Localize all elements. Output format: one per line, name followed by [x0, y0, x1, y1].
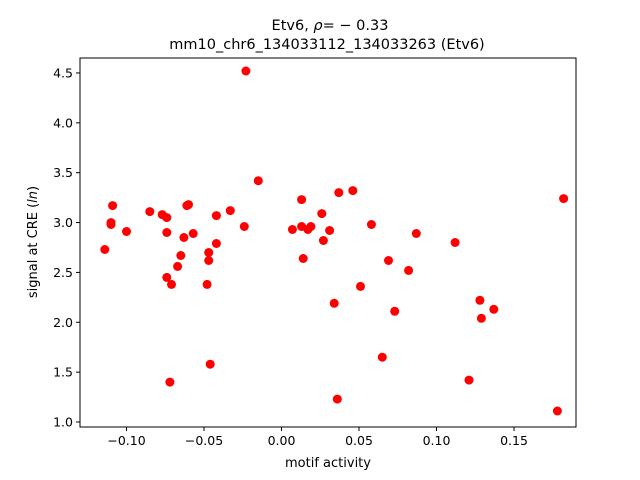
data-point-20 [204, 256, 214, 265]
y-tick-label: 1.0 [53, 415, 73, 430]
y-axis-label: signal at CRE (ln) [26, 186, 41, 298]
data-point-14 [179, 233, 189, 242]
data-point-9 [162, 272, 172, 282]
data-point-16 [184, 200, 193, 210]
data-point-36 [325, 226, 335, 235]
y-tick-label: 2.0 [53, 315, 73, 330]
data-point-52 [489, 304, 499, 314]
title-rho-symbol: ρ [313, 18, 323, 34]
data-point-13 [176, 251, 186, 260]
data-point-5 [145, 207, 155, 217]
data-point-53 [552, 406, 562, 416]
data-point-26 [241, 66, 251, 76]
x-tick-label: 0.00 [268, 433, 296, 448]
data-point-19 [204, 248, 214, 257]
data-point-44 [384, 256, 393, 265]
data-point-54 [559, 194, 569, 204]
data-point-12 [173, 261, 183, 271]
data-point-43 [377, 352, 387, 362]
data-point-46 [404, 265, 414, 275]
data-point-47 [411, 229, 421, 238]
data-point-25 [239, 222, 249, 231]
y-tick-label: 1.5 [53, 365, 73, 380]
data-point-7 [162, 213, 172, 223]
x-tick-label: 0.15 [500, 433, 528, 448]
data-point-27 [253, 176, 263, 186]
y-tick-label: 4.0 [53, 115, 73, 130]
chart-title-line2: mm10_chr6_134033112_134033263 (Etv6) [169, 37, 484, 53]
data-point-22 [211, 211, 221, 221]
data-point-39 [334, 188, 344, 198]
y-label-suffix: ) [26, 186, 41, 191]
data-point-40 [348, 186, 358, 196]
data-point-28 [287, 225, 297, 234]
data-point-42 [366, 220, 376, 229]
data-point-3 [108, 201, 118, 211]
title-prefix: Etv6, [272, 18, 314, 34]
data-point-21 [205, 359, 215, 369]
data-point-29 [297, 195, 307, 205]
y-label-prefix: signal at CRE ( [26, 203, 41, 298]
data-point-17 [188, 229, 198, 238]
data-point-51 [476, 313, 486, 323]
x-axis: −0.10 −0.05 0.00 0.05 0.10 0.15 [107, 427, 528, 448]
x-tick-label: −0.05 [185, 433, 223, 448]
y-tick-label: 3.5 [53, 165, 73, 180]
data-point-34 [317, 209, 327, 219]
x-axis-label: motif activity [285, 456, 371, 471]
data-point-38 [332, 394, 342, 404]
data-point-18 [202, 279, 212, 289]
data-point-10 [167, 279, 176, 289]
data-point-41 [356, 281, 365, 291]
data-point-8 [162, 228, 172, 237]
x-tick-label: 0.05 [345, 433, 373, 448]
data-point-35 [318, 236, 328, 245]
y-tick-label: 3.0 [53, 215, 73, 230]
plot-area [100, 66, 569, 416]
chart-title-line1: Etv6, ρ= − 0.33 [272, 18, 389, 34]
data-point-49 [464, 375, 474, 385]
y-label-italic: ln [26, 191, 41, 203]
axes-frame [79, 57, 577, 428]
x-tick-label: 0.10 [423, 433, 451, 448]
data-point-45 [390, 306, 400, 316]
data-point-50 [475, 295, 485, 305]
title-rho-value: = − 0.33 [323, 18, 389, 34]
y-axis: 1.0 1.5 2.0 2.5 3.0 3.5 4.0 4.5 [53, 65, 80, 430]
data-point-37 [329, 298, 339, 308]
data-point-48 [450, 238, 460, 247]
data-point-4 [122, 227, 131, 236]
data-point-0 [100, 245, 110, 254]
data-point-24 [225, 206, 235, 216]
data-point-2 [106, 220, 116, 229]
y-tick-label: 4.5 [53, 65, 73, 80]
y-tick-label: 2.5 [53, 265, 73, 280]
x-tick-label: −0.10 [107, 433, 145, 448]
data-point-31 [298, 254, 308, 263]
data-point-33 [306, 222, 316, 231]
data-point-11 [165, 377, 175, 387]
data-point-23 [211, 239, 221, 248]
